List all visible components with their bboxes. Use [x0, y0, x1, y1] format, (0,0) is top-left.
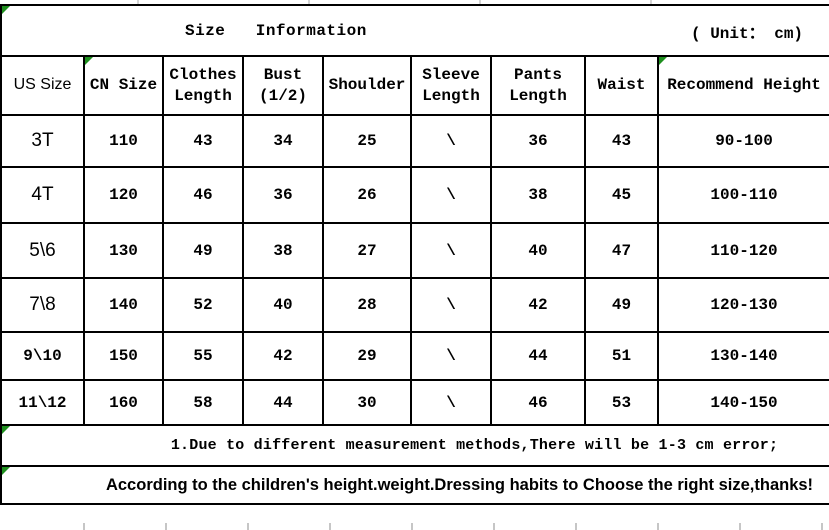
error-indicator-icon [660, 58, 667, 65]
us-size-cell: 11\12 [0, 379, 85, 426]
title-row: Size Information ( Unit： cm) [0, 4, 829, 57]
column-header-sleeve-length: Sleeve Length [410, 55, 492, 116]
table-row: 9\10 150 55 42 29 \ 44 51 130-140 [0, 331, 829, 381]
us-size-cell: 9\10 [0, 331, 85, 381]
column-header-bust: Bust (1/2) [242, 55, 324, 116]
sleeve-length-cell: \ [410, 379, 492, 426]
us-size-cell: 3T [0, 114, 85, 168]
sleeve-length-cell: \ [410, 331, 492, 381]
bust-cell: 44 [242, 379, 324, 426]
header-row: US Size CN Size Clothes Length Bust (1/2… [0, 55, 829, 116]
measurement-note: 1.Due to different measurement methods,T… [0, 424, 829, 467]
note-text: 1.Due to different measurement methods,T… [170, 437, 779, 454]
bottom-gridline-strip [0, 523, 829, 530]
bust-cell: 42 [242, 331, 324, 381]
top-gridline-strip [0, 0, 829, 4]
pants-length-cell: 36 [490, 114, 586, 168]
table-row: 7\8 140 52 40 28 \ 42 49 120-130 [0, 277, 829, 333]
bust-cell: 38 [242, 222, 324, 279]
waist-cell: 43 [584, 114, 659, 168]
size-advice-note: According to the children's height.weigh… [0, 465, 829, 505]
recommend-height-cell: 90-100 [656, 114, 829, 168]
shoulder-cell: 29 [322, 331, 412, 381]
unit-label: ( Unit： cm) [691, 24, 804, 43]
error-indicator-icon [3, 427, 10, 434]
shoulder-cell: 30 [322, 379, 412, 426]
error-indicator-icon [3, 468, 10, 475]
bust-cell: 40 [242, 277, 324, 333]
cn-size-cell: 110 [83, 114, 164, 168]
bust-cell: 36 [242, 166, 324, 224]
column-header-waist: Waist [584, 55, 659, 116]
sleeve-length-cell: \ [410, 114, 492, 168]
bust-cell: 34 [242, 114, 324, 168]
clothes-length-cell: 46 [162, 166, 244, 224]
recommend-height-cell: 110-120 [656, 222, 829, 279]
cn-size-cell: 130 [83, 222, 164, 279]
cn-size-cell: 120 [83, 166, 164, 224]
table-row: 3T 110 43 34 25 \ 36 43 90-100 [0, 114, 829, 168]
cn-size-cell: 160 [83, 379, 164, 426]
pants-length-cell: 40 [490, 222, 586, 279]
waist-cell: 51 [584, 331, 659, 381]
column-header-recommend-height: Recommend Height [656, 55, 829, 116]
shoulder-cell: 27 [322, 222, 412, 279]
recommend-height-cell: 100-110 [656, 166, 829, 224]
sleeve-length-cell: \ [410, 166, 492, 224]
page-title: Size Information [185, 21, 367, 40]
sleeve-length-cell: \ [410, 277, 492, 333]
note-text: According to the children's height.weigh… [105, 475, 814, 494]
us-size-cell: 7\8 [0, 277, 85, 333]
cn-size-cell: 140 [83, 277, 164, 333]
error-indicator-icon [86, 58, 93, 65]
pants-length-cell: 44 [490, 331, 586, 381]
shoulder-cell: 28 [322, 277, 412, 333]
clothes-length-cell: 43 [162, 114, 244, 168]
pants-length-cell: 42 [490, 277, 586, 333]
shoulder-cell: 26 [322, 166, 412, 224]
waist-cell: 49 [584, 277, 659, 333]
column-header-pants-length: Pants Length [490, 55, 586, 116]
column-header-cn-size: CN Size [83, 55, 164, 116]
recommend-height-cell: 120-130 [656, 277, 829, 333]
sleeve-length-cell: \ [410, 222, 492, 279]
waist-cell: 45 [584, 166, 659, 224]
pants-length-cell: 38 [490, 166, 586, 224]
pants-length-cell: 46 [490, 379, 586, 426]
column-header-us-size: US Size [0, 55, 85, 116]
shoulder-cell: 25 [322, 114, 412, 168]
table-row: 4T 120 46 36 26 \ 38 45 100-110 [0, 166, 829, 224]
cn-size-cell: 150 [83, 331, 164, 381]
waist-cell: 47 [584, 222, 659, 279]
title-cell: Size Information ( Unit： cm) [0, 4, 829, 57]
us-size-cell: 5\6 [0, 222, 85, 279]
clothes-length-cell: 58 [162, 379, 244, 426]
error-indicator-icon [3, 7, 10, 14]
clothes-length-cell: 55 [162, 331, 244, 381]
table-row: 5\6 130 49 38 27 \ 40 47 110-120 [0, 222, 829, 279]
column-header-shoulder: Shoulder [322, 55, 412, 116]
note-row: 1.Due to different measurement methods,T… [0, 424, 829, 467]
recommend-height-cell: 130-140 [656, 331, 829, 381]
note-row: According to the children's height.weigh… [0, 465, 829, 505]
size-table: Size Information ( Unit： cm) US Size CN … [0, 4, 829, 505]
waist-cell: 53 [584, 379, 659, 426]
recommend-height-cell: 140-150 [656, 379, 829, 426]
us-size-cell: 4T [0, 166, 85, 224]
table-row: 11\12 160 58 44 30 \ 46 53 140-150 [0, 379, 829, 426]
column-header-clothes-length: Clothes Length [162, 55, 244, 116]
clothes-length-cell: 49 [162, 222, 244, 279]
clothes-length-cell: 52 [162, 277, 244, 333]
